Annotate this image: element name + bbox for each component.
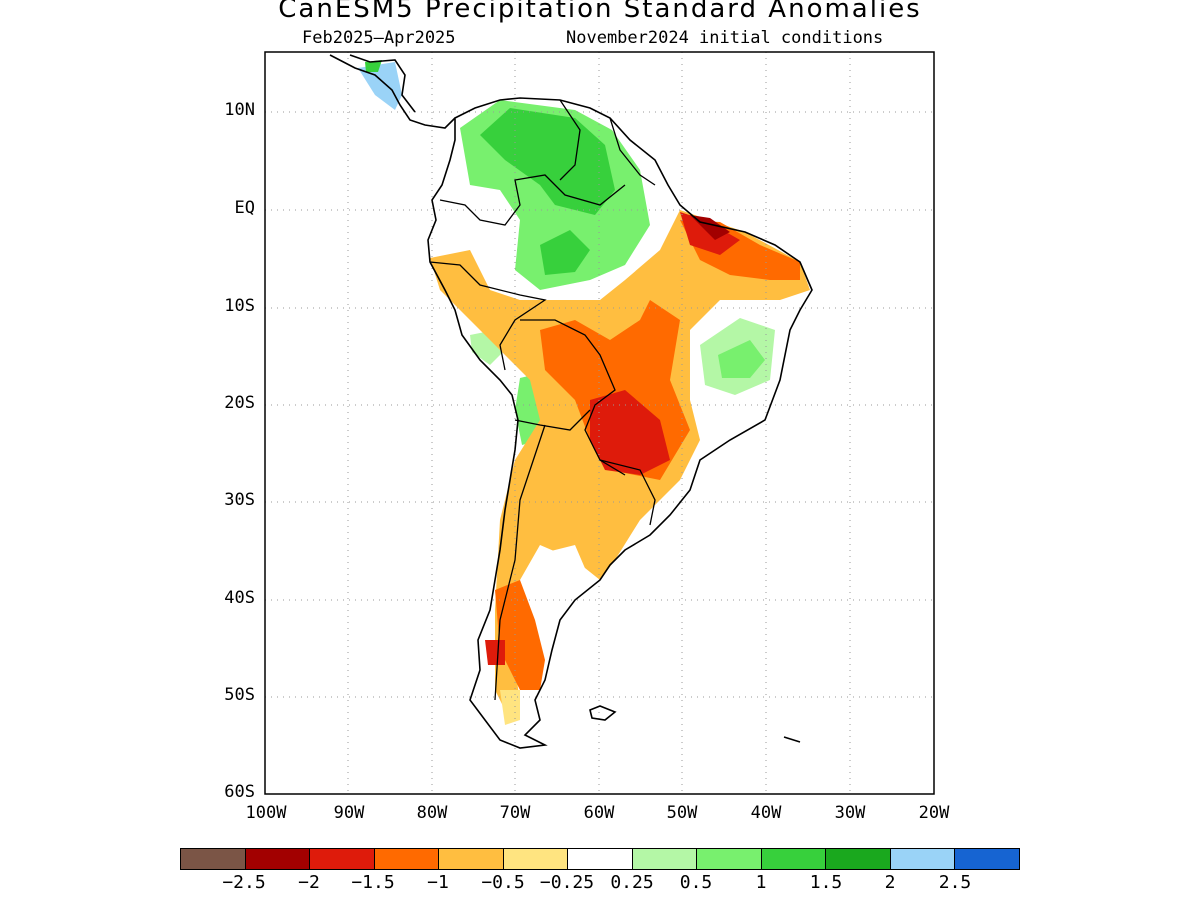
color-swatch [955,849,1019,869]
coastlines [329,54,813,749]
color-swatch [632,849,698,869]
x-tick-label: 40W [750,803,782,823]
dry-anomaly-strong-core [590,390,670,475]
legend-label: 1 [755,872,767,893]
legend-label: −0.5 [481,872,525,893]
initial-conditions: November2024 initial conditions [566,28,884,48]
y-tick-label: 60S [224,782,255,802]
south-georgia [783,736,801,743]
y-tick-label: 40S [224,588,255,608]
color-swatch [568,849,633,869]
dry-anomaly-patagonia-strong [485,640,505,665]
legend-label: −2 [298,872,320,893]
legend-label: 0.5 [679,872,713,893]
color-swatch [181,849,246,869]
legend-label: 2.5 [938,872,972,893]
wet-anomaly-north-core [480,108,615,215]
x-tick-label: 80W [416,803,448,823]
dry-anomaly-patagonia [495,580,545,690]
graticule [265,52,934,794]
color-swatch [697,849,762,869]
legend-label: 0.25 [610,872,654,893]
legend-label: −2.5 [222,872,266,893]
color-swatch [310,849,375,869]
legend-label: 1.5 [809,872,843,893]
wet-anomaly-central-america-core [365,60,382,72]
legend-label: −1.5 [351,872,395,893]
y-tick-label: 10S [224,296,255,316]
legend-label: 2 [884,872,896,893]
dry-anomaly-light [500,690,520,725]
x-tick-label: 20W [918,803,950,823]
color-swatch [245,849,311,869]
dry-anomaly-patagonia-gap [535,545,590,605]
central-america-coastline [329,54,456,129]
wet-anomaly-central-america [358,62,402,110]
legend-label: −0.25 [539,872,595,893]
color-swatch [761,849,827,869]
y-tick-label: 30S [224,490,255,510]
y-tick-label: 10N [224,100,255,120]
color-scale-bar [180,848,1020,870]
color-swatch [826,849,891,869]
y-tick-label: EQ [234,198,255,218]
color-swatch [890,849,956,869]
map-frame [264,51,935,795]
color-swatch [374,849,440,869]
x-tick-label: 30W [834,803,866,823]
color-swatch [503,849,569,869]
x-tick-label: 100W [245,803,287,823]
wet-anomaly-east-brazil-core [718,340,765,378]
x-tick-label: 60W [583,803,615,823]
color-swatch [439,849,504,869]
x-tick-label: 70W [499,803,531,823]
falkland-islands [589,705,617,721]
forecast-period: Feb2025–Apr2025 [302,28,456,48]
x-tick-label: 90W [333,803,365,823]
x-tick-label: 50W [666,803,698,823]
y-tick-label: 20S [224,393,255,413]
legend-label: −1 [427,872,449,893]
central-america-coastline-north [349,54,416,113]
anomaly-field [358,60,812,740]
y-tick-label: 50S [224,685,255,705]
map-title: CanESM5 Precipitation Standard Anomalies [278,0,922,24]
south-america-coastline [427,97,813,749]
country-borders [429,99,656,701]
wet-anomaly-amazon-core [540,230,590,275]
